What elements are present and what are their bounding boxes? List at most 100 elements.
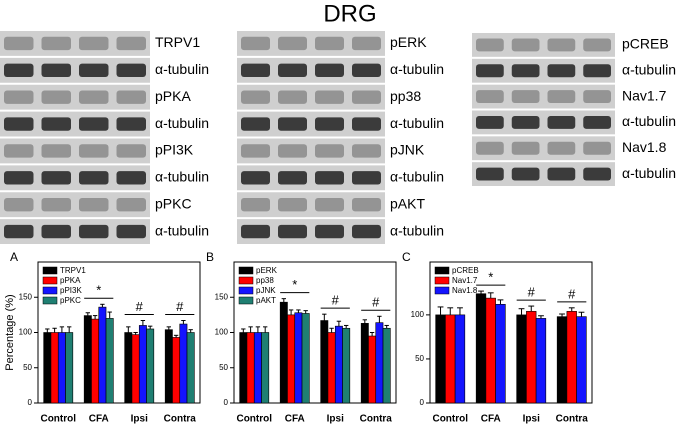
blot-band <box>79 63 109 78</box>
bar <box>65 332 74 404</box>
legend-swatch <box>434 266 450 275</box>
bar <box>301 313 310 404</box>
x-tick-label: CFA <box>285 414 305 425</box>
blot-band <box>352 36 381 51</box>
blot-band <box>476 167 504 181</box>
significance-mark: * <box>96 283 101 298</box>
blot-label: α-tubulin <box>390 169 444 185</box>
blot-band <box>583 141 611 155</box>
blot-band <box>116 90 146 104</box>
blot-band <box>547 115 576 129</box>
blot-label: α-tubulin <box>390 61 444 77</box>
blot-label: pAKT <box>390 195 425 211</box>
blot-label: pERK <box>390 34 427 50</box>
x-tick-label: CFA <box>89 414 109 425</box>
panel-label: A <box>10 250 18 264</box>
blot-band <box>583 64 611 78</box>
blot-band <box>241 90 270 104</box>
blot-band <box>241 197 270 212</box>
bar <box>164 329 173 404</box>
blot-band <box>476 141 504 155</box>
blot-band <box>4 144 34 158</box>
significance-mark: # <box>332 293 340 308</box>
significance-mark: * <box>488 270 493 285</box>
bar <box>83 315 92 404</box>
legend-label: pPI3K <box>60 286 82 295</box>
blot-label: α-tubulin <box>155 222 209 238</box>
blot-band <box>352 197 381 212</box>
blot-band <box>116 224 146 239</box>
bar <box>253 332 262 404</box>
bar <box>246 332 255 404</box>
legend-swatch <box>42 296 58 305</box>
y-axis-label: Percentage (%) <box>4 294 16 370</box>
significance-mark: # <box>528 285 536 300</box>
y-tick-label: 100 <box>215 328 229 337</box>
legend-label: TRPV1 <box>60 266 86 275</box>
plot-frame <box>429 261 593 404</box>
y-tick-label: 100 <box>411 310 425 319</box>
bar <box>475 293 487 404</box>
blot-label: α-tubulin <box>390 115 444 131</box>
blot-label: Nav1.7 <box>622 87 667 103</box>
blot-label: α-tubulin <box>155 61 209 77</box>
blot-band <box>278 36 307 51</box>
legend-label: pJNK <box>256 286 276 295</box>
blot-band <box>315 117 344 131</box>
y-tick-label: 100 <box>19 328 33 337</box>
blot-band <box>511 141 540 155</box>
bar <box>327 332 336 404</box>
blot-strip <box>472 110 615 135</box>
legend-label: Nav1.7 <box>452 276 478 285</box>
y-tick-label: 150 <box>215 292 229 301</box>
blot-band <box>41 36 71 51</box>
blot-label: Nav1.8 <box>622 139 667 155</box>
blot-band <box>241 144 270 158</box>
bar <box>179 323 188 404</box>
blot-band <box>547 64 576 78</box>
significance-mark: # <box>176 299 184 314</box>
blot-band <box>116 36 146 51</box>
blot-strip <box>472 162 615 186</box>
blot-band <box>476 38 504 52</box>
blot-band <box>241 171 270 185</box>
bar <box>239 332 248 404</box>
bar <box>43 332 52 404</box>
bar <box>535 318 547 404</box>
bar <box>98 306 107 404</box>
blot-label: pp38 <box>390 88 421 104</box>
legend-label: pp38 <box>256 276 274 285</box>
y-tick-label: 50 <box>415 354 424 363</box>
legend-label: pPKC <box>60 296 81 305</box>
blot-band <box>547 167 576 181</box>
legend-swatch <box>42 266 58 275</box>
bar <box>382 327 391 404</box>
blot-label: pPKC <box>155 195 192 211</box>
bar <box>91 318 100 404</box>
blot-band <box>4 224 34 239</box>
blot-strip <box>472 136 615 161</box>
bar <box>279 301 288 404</box>
legend-swatch <box>238 276 254 285</box>
blot-band <box>583 38 611 52</box>
blot-band <box>41 63 71 78</box>
blot-strip <box>472 58 615 83</box>
blot-band <box>315 144 344 158</box>
legend-label: pPKA <box>60 276 81 285</box>
panel-label: C <box>402 250 411 264</box>
blot-band <box>241 117 270 131</box>
blot-band <box>511 64 540 78</box>
blot-label: α-tubulin <box>622 61 676 77</box>
blot-band <box>79 144 109 158</box>
bar <box>294 312 303 404</box>
bar <box>526 311 537 404</box>
blot-strip <box>472 84 615 109</box>
figure-title: DRG <box>323 0 376 27</box>
blot-band <box>315 90 344 104</box>
x-tick-label: Contra <box>164 414 197 425</box>
blot-label: pCREB <box>622 36 669 52</box>
legend-label: pCREB <box>452 266 479 275</box>
bar <box>342 327 351 404</box>
blot-band <box>4 197 34 212</box>
